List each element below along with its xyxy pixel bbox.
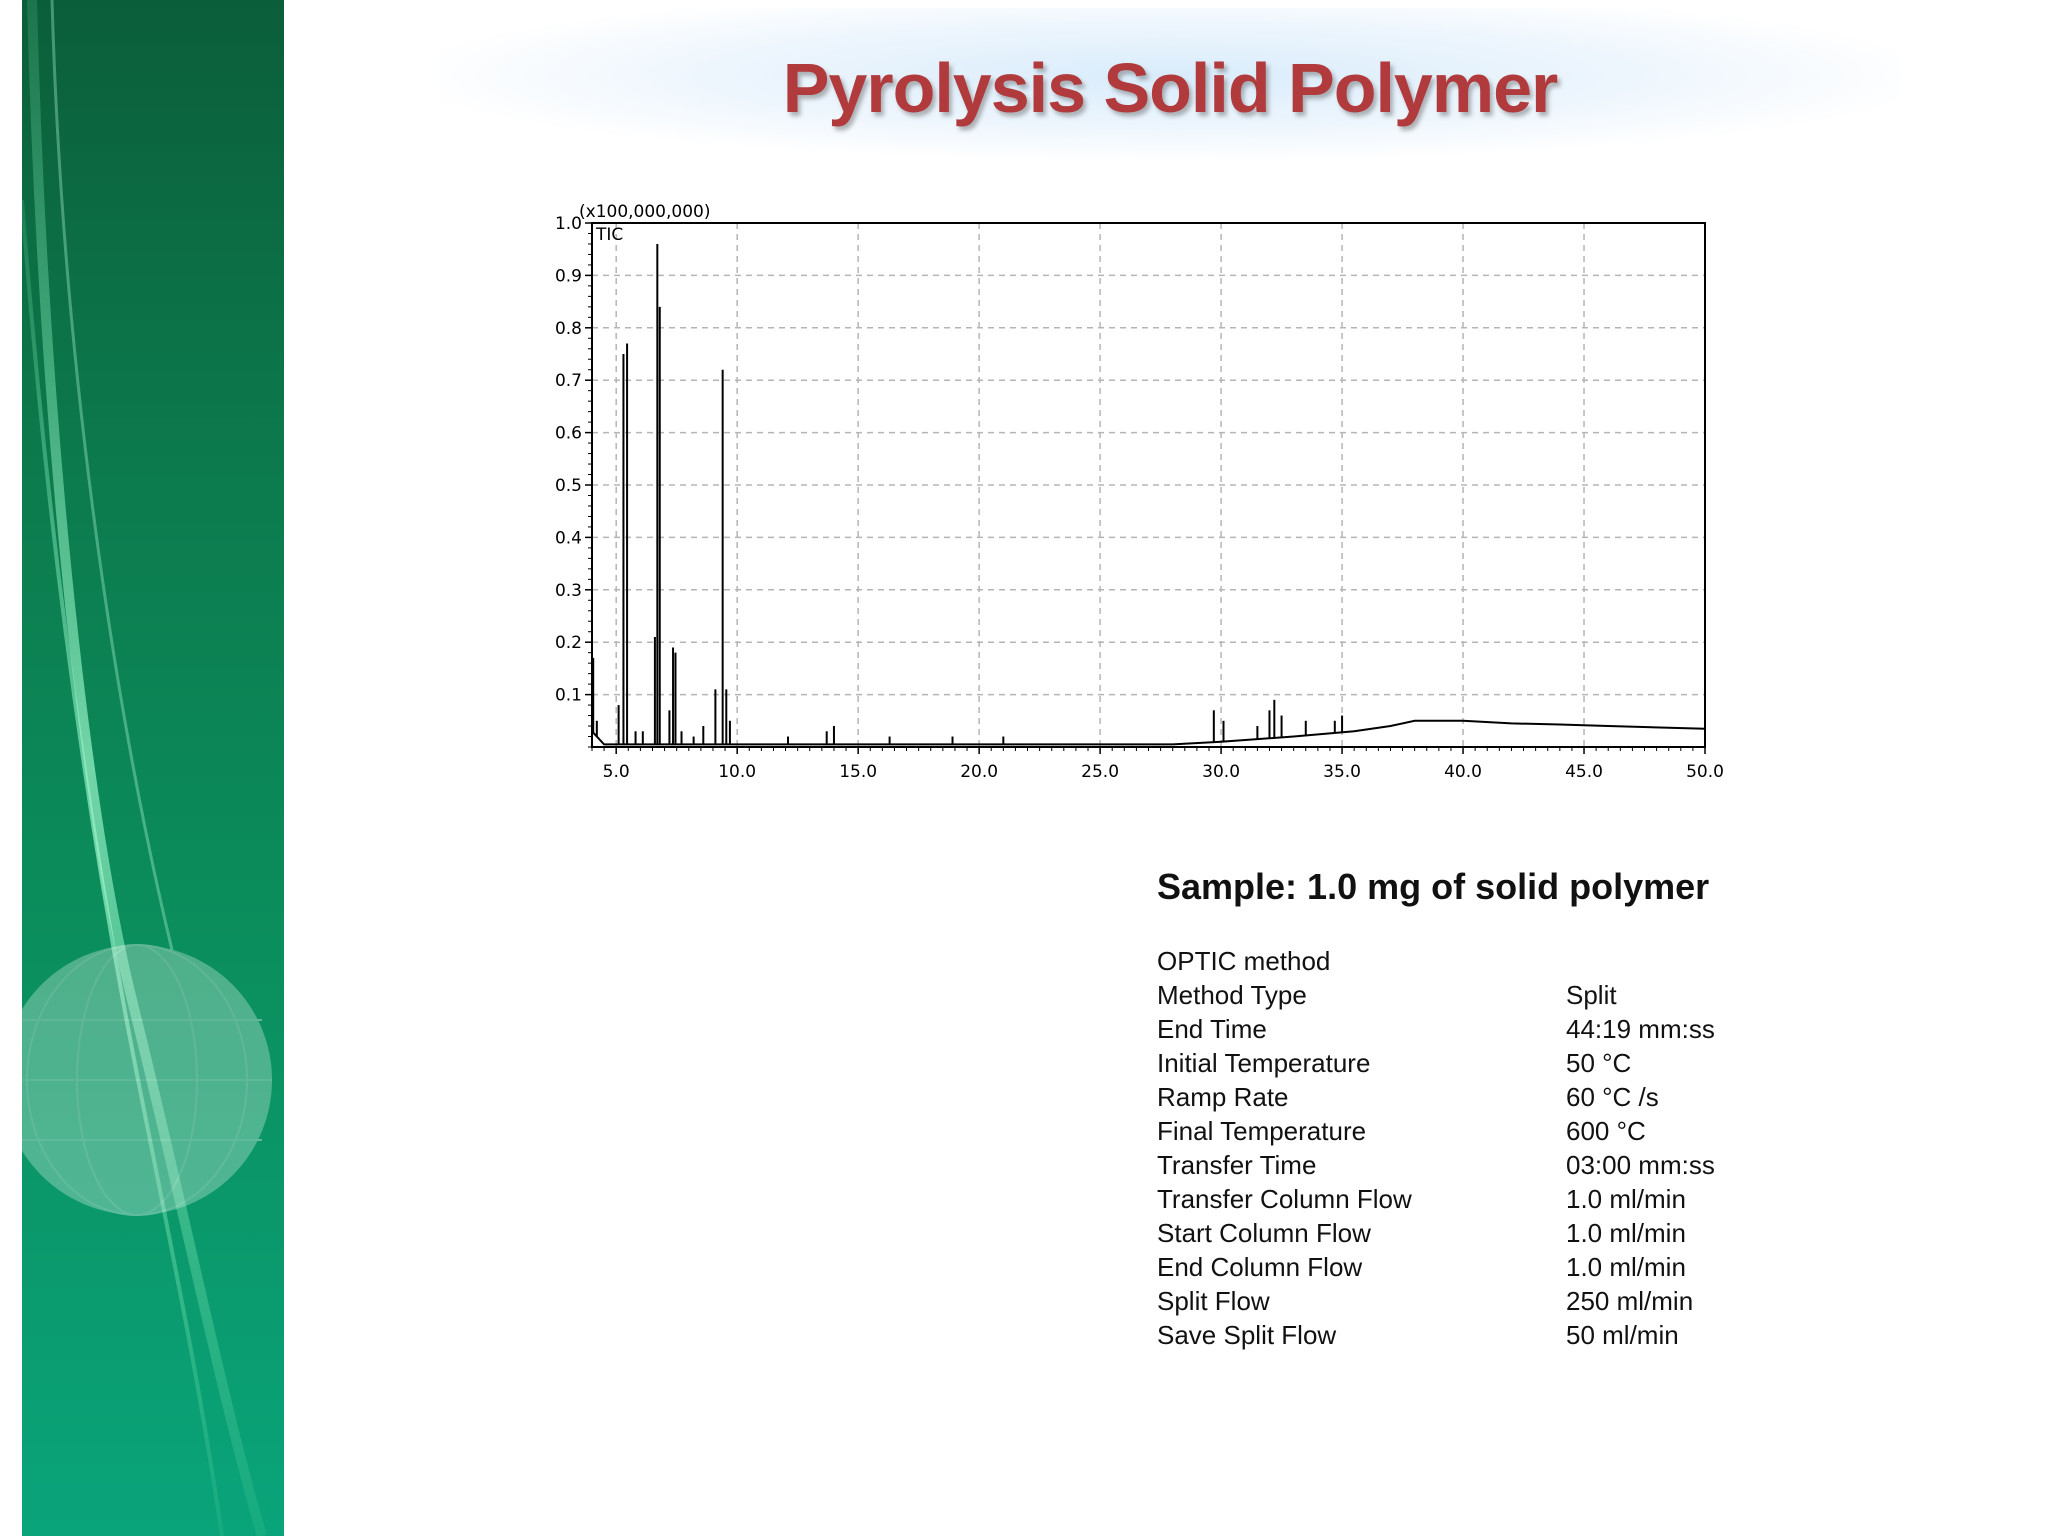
x-tick-label: 25.0 <box>1081 762 1119 782</box>
param-label: End Time <box>1157 1014 1267 1044</box>
param-label: Initial Temperature <box>1157 1048 1371 1078</box>
title-background <box>440 8 1900 158</box>
plot-frame <box>591 222 1706 748</box>
y-tick-label: 0.4 <box>555 528 582 548</box>
param-label: Transfer Time <box>1157 1150 1317 1180</box>
left-margin <box>0 0 22 1536</box>
x-tick-label: 50.0 <box>1686 762 1724 782</box>
param-value: 03:00 mm:ss <box>1566 1150 1715 1180</box>
y-tick-label: 0.9 <box>555 266 582 286</box>
param-label: Final Temperature <box>1157 1116 1367 1146</box>
method-heading: OPTIC method <box>1157 946 1331 976</box>
param-label: Method Type <box>1157 980 1307 1010</box>
param-value: Split <box>1566 980 1617 1010</box>
param-row: Transfer Column Flow 1.0 ml/min <box>1157 1182 1715 1216</box>
method-parameters: OPTIC method Method Type Split End Time 44:… <box>1157 944 1715 1352</box>
x-tick-label: 10.0 <box>718 762 756 782</box>
x-tick-label: 15.0 <box>839 762 877 782</box>
param-value: 1.0 ml/min <box>1566 1218 1686 1248</box>
series-label: TIC <box>595 225 623 245</box>
sample-heading: Sample: 1.0 mg of solid polymer <box>1157 866 1710 907</box>
param-row: Save Split Flow 50 ml/min <box>1157 1318 1715 1352</box>
slide-title: Pyrolysis Solid Polymer <box>782 49 1559 127</box>
method-heading-row: OPTIC method <box>1157 944 1715 978</box>
y-tick-label: 0.1 <box>555 686 582 706</box>
x-tick-label: 20.0 <box>960 762 998 782</box>
param-label: End Column Flow <box>1157 1252 1363 1282</box>
param-value: 600 °C <box>1566 1116 1646 1146</box>
x-tick-label: 35.0 <box>1323 762 1361 782</box>
param-label: Ramp Rate <box>1157 1082 1289 1112</box>
globe-icon <box>22 944 272 1216</box>
param-row: Split Flow 250 ml/min <box>1157 1284 1715 1318</box>
param-label: Save Split Flow <box>1157 1320 1337 1350</box>
y-tick-label: 0.7 <box>555 371 582 391</box>
param-row: End Time 44:19 mm:ss <box>1157 1012 1715 1046</box>
y-tick-label: 0.6 <box>555 424 582 444</box>
decorative-sidebar <box>22 0 284 1536</box>
param-row: Final Temperature 600 °C <box>1157 1114 1715 1148</box>
x-tick-label: 45.0 <box>1565 762 1603 782</box>
y-multiplier-label: (x100,000,000) <box>579 202 710 222</box>
chart-svg: 5.0 10.0 15.0 20.0 25.0 30.0 35.0 40.0 45.0 50.0 0… <box>555 202 1724 782</box>
y-tick-label: 0.2 <box>555 633 582 653</box>
chromatogram-chart: 5.0 10.0 15.0 20.0 25.0 30.0 35.0 40.0 45.0 50.0 0… <box>545 200 1725 800</box>
param-value: 1.0 ml/min <box>1566 1252 1686 1282</box>
param-value: 50 ml/min <box>1566 1320 1679 1350</box>
param-value: 60 °C /s <box>1566 1082 1659 1112</box>
param-value: 44:19 mm:ss <box>1566 1014 1715 1044</box>
param-value: 250 ml/min <box>1566 1286 1694 1316</box>
y-tick-label: 0.5 <box>555 476 582 496</box>
param-label: Transfer Column Flow <box>1157 1184 1412 1214</box>
param-row: Initial Temperature 50 °C <box>1157 1046 1715 1080</box>
param-row: Transfer Time 03:00 mm:ss <box>1157 1148 1715 1182</box>
param-value: 1.0 ml/min <box>1566 1184 1686 1214</box>
param-row: Ramp Rate 60 °C /s <box>1157 1080 1715 1114</box>
param-row: Method Type Split <box>1157 978 1715 1012</box>
x-tick-label: 30.0 <box>1202 762 1240 782</box>
tic-baseline-trace <box>591 719 1706 746</box>
param-value: 50 °C <box>1566 1048 1632 1078</box>
param-row: End Column Flow 1.0 ml/min <box>1157 1250 1715 1284</box>
y-tick-label: 1.0 <box>555 214 582 234</box>
param-row: Start Column Flow 1.0 ml/min <box>1157 1216 1715 1250</box>
x-tick-label: 5.0 <box>603 762 630 782</box>
y-tick-label: 0.8 <box>555 319 582 339</box>
param-label: Split Flow <box>1157 1286 1270 1316</box>
y-tick-label: 0.3 <box>555 581 582 601</box>
param-label: Start Column Flow <box>1157 1218 1371 1248</box>
sidebar-swoosh-graphic <box>22 0 272 1536</box>
x-tick-label: 40.0 <box>1444 762 1482 782</box>
